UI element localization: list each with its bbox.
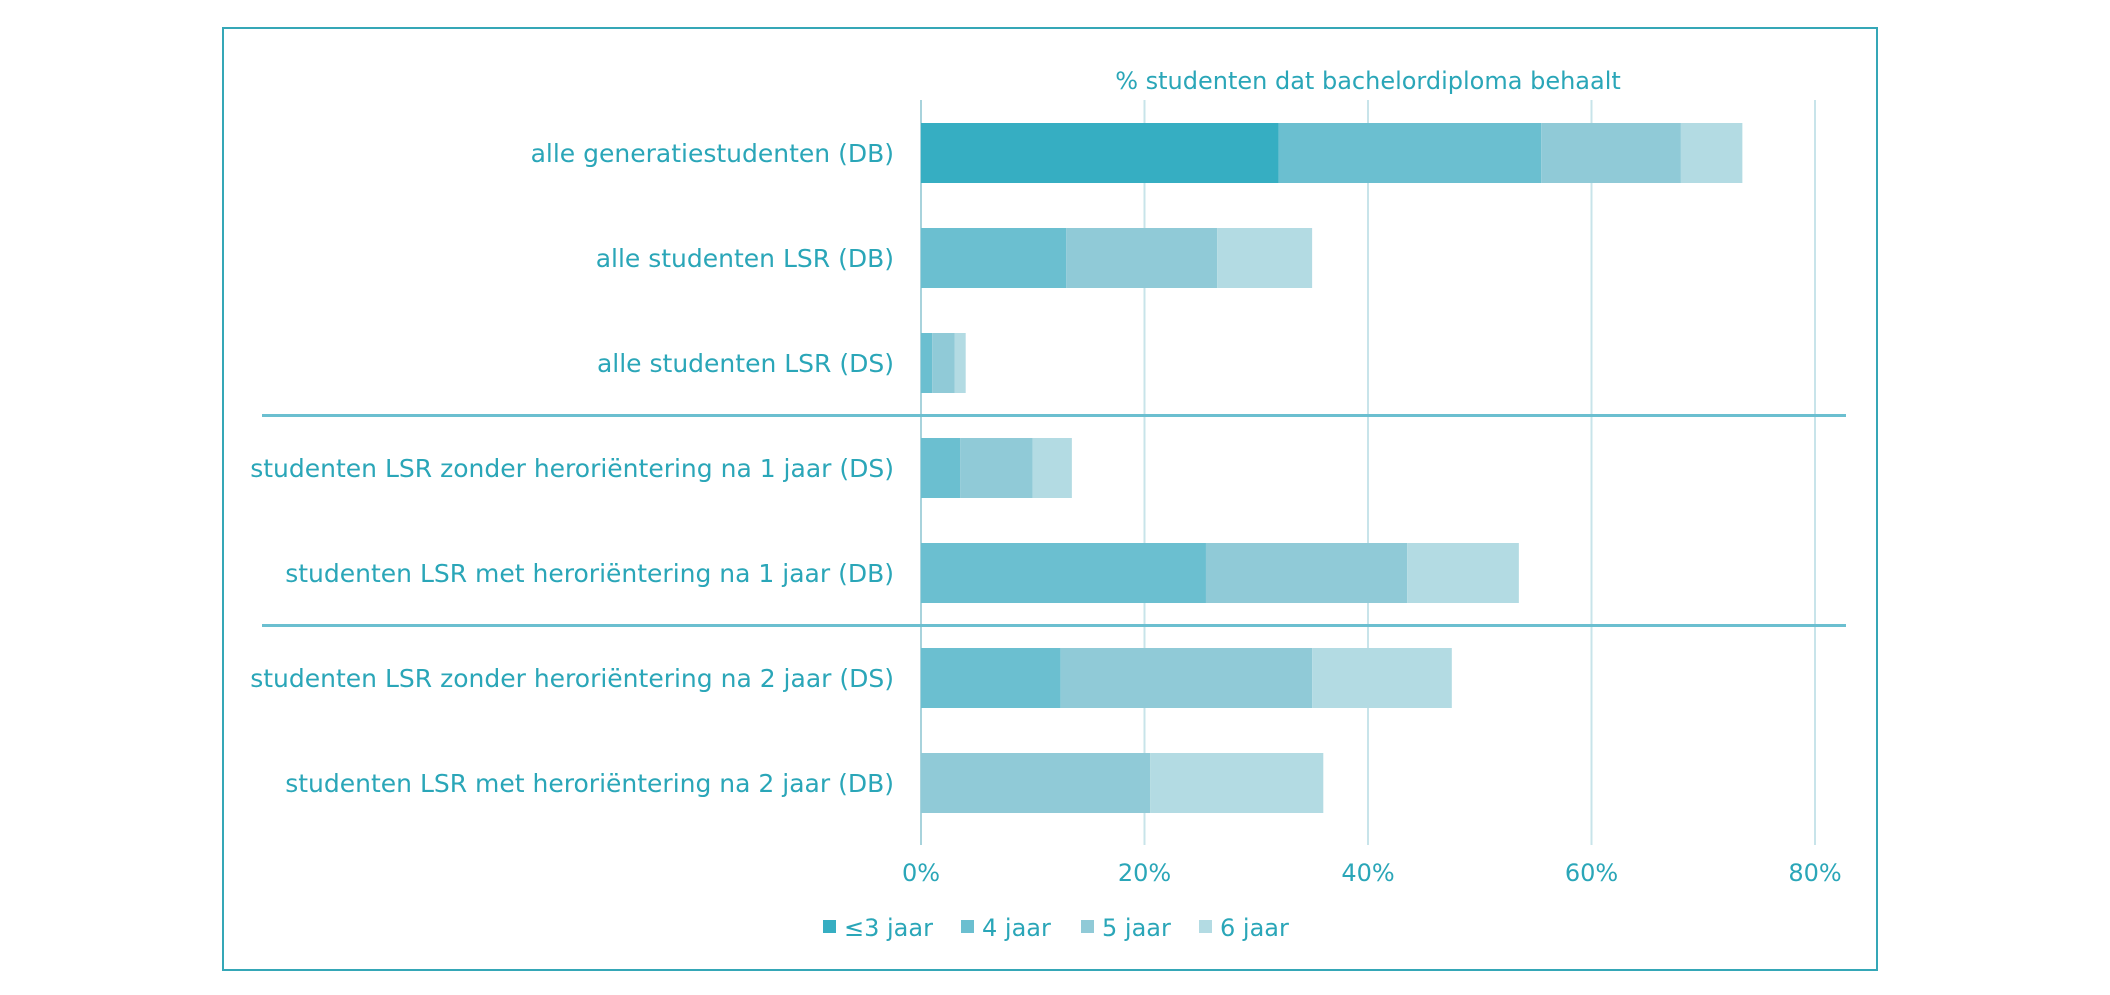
bar-segment: [1312, 648, 1452, 708]
chart-frame: [222, 27, 1878, 971]
bar-segment: [1407, 543, 1519, 603]
legend-swatch: [823, 920, 836, 933]
bar-segment: [1680, 123, 1743, 183]
bar-segment: [1205, 543, 1408, 603]
bar-segment: [921, 438, 961, 498]
separator-layer: [262, 414, 1846, 627]
category-label: studenten LSR zonder heroriëntering na 1…: [250, 454, 894, 483]
category-label: alle studenten LSR (DS): [597, 349, 894, 378]
bar-segment: [1541, 123, 1681, 183]
legend-label: 6 jaar: [1220, 914, 1289, 942]
category-labels: alle generatiestudenten (DB) alle student…: [250, 139, 894, 798]
bar-segment: [954, 333, 966, 393]
bar-segment: [921, 648, 1061, 708]
legend-swatch: [1081, 920, 1094, 933]
bar-segment: [1060, 648, 1313, 708]
bar-segment: [921, 123, 1279, 183]
bar-layer: [921, 123, 1743, 813]
legend: ≤3 jaar 4 jaar 5 jaar 6 jaar: [823, 914, 1289, 942]
x-tick-label: 20%: [1118, 859, 1171, 887]
x-tick-label: 60%: [1565, 859, 1618, 887]
legend-swatch: [961, 920, 974, 933]
bar-segment: [1032, 438, 1072, 498]
x-tick-label: 80%: [1788, 859, 1841, 887]
x-tick-label: 40%: [1341, 859, 1394, 887]
legend-label: 5 jaar: [1102, 914, 1171, 942]
bar-segment: [1217, 228, 1313, 288]
category-label: alle generatiestudenten (DB): [531, 139, 894, 168]
grid-layer: [920, 100, 1816, 845]
category-label: studenten LSR met heroriëntering na 1 ja…: [285, 559, 894, 588]
x-axis-ticks: 0% 20% 40% 60% 80%: [902, 859, 1842, 887]
bar-segment: [921, 543, 1206, 603]
legend-swatch: [1199, 920, 1212, 933]
bar-segment: [1066, 228, 1218, 288]
bar-segment: [921, 333, 933, 393]
legend-label: 4 jaar: [982, 914, 1051, 942]
legend-label: ≤3 jaar: [844, 914, 933, 942]
chart-title: % studenten dat bachelordiploma behaalt: [1115, 67, 1621, 95]
bar-segment: [1150, 753, 1324, 813]
category-label: studenten LSR met heroriëntering na 2 ja…: [285, 769, 894, 798]
bar-segment: [932, 333, 955, 393]
bar-segment: [960, 438, 1033, 498]
bar-segment: [921, 753, 1151, 813]
category-label: alle studenten LSR (DB): [596, 244, 894, 273]
bar-segment: [1278, 123, 1542, 183]
category-label: studenten LSR zonder heroriëntering na 2…: [250, 664, 894, 693]
x-tick-label: 0%: [902, 859, 940, 887]
bar-segment: [921, 228, 1067, 288]
